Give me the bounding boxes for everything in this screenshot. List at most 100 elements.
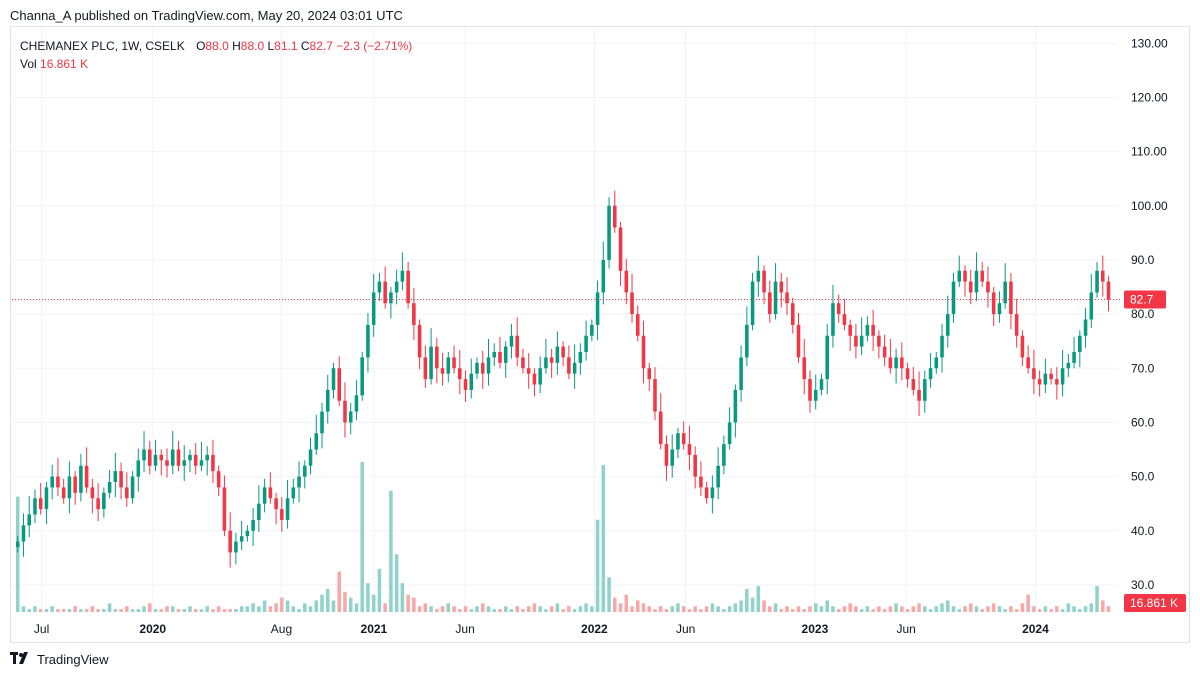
- volume-bar: [768, 606, 772, 612]
- volume-bar: [664, 609, 669, 612]
- volume-bar: [193, 609, 198, 612]
- volume-bar: [813, 603, 818, 612]
- volume-bar: [613, 597, 617, 612]
- grid-lines: [12, 27, 1118, 612]
- candle-body: [567, 357, 571, 374]
- volume-bar: [165, 606, 169, 612]
- candle-body: [544, 357, 548, 369]
- low-value: 81.1: [274, 39, 298, 53]
- y-tick-label: 40.0: [1131, 524, 1155, 538]
- volume-bar: [1014, 609, 1019, 612]
- candle-body: [73, 476, 77, 493]
- y-tick-label: 50.0: [1131, 470, 1155, 484]
- volume-bar: [790, 609, 795, 612]
- volume-bar: [561, 609, 565, 612]
- volume-bar: [56, 609, 60, 612]
- candle-body: [21, 525, 26, 542]
- volume-bar: [239, 606, 244, 612]
- candle-body: [848, 324, 852, 336]
- candle-body: [687, 444, 692, 455]
- x-tick-label: 2023: [802, 622, 829, 636]
- volume-bar: [245, 606, 250, 612]
- volume-bar: [871, 609, 875, 612]
- candle-body: [429, 346, 433, 380]
- chart-frame: [10, 26, 1190, 643]
- volume-bars: [15, 462, 1111, 612]
- y-tick-label: 100.00: [1131, 199, 1168, 213]
- volume-bar: [693, 606, 697, 612]
- volume-bar: [653, 609, 657, 612]
- volume-bar: [601, 464, 606, 612]
- candle-body: [285, 498, 290, 520]
- volume-bar: [394, 554, 399, 612]
- candle-body: [704, 487, 709, 499]
- candle-body: [819, 379, 824, 390]
- candle-body: [624, 270, 629, 293]
- volume-bar: [1026, 594, 1030, 612]
- candle-body: [113, 471, 118, 482]
- footer-brand[interactable]: TradingView: [10, 652, 109, 667]
- candle-body: [1014, 314, 1019, 336]
- candle-body: [50, 476, 54, 488]
- volume-bar: [572, 609, 577, 612]
- volume-bar: [228, 609, 232, 612]
- candle-body: [894, 357, 898, 369]
- volume-bar: [285, 600, 290, 612]
- volume-bar: [923, 606, 927, 612]
- volume-bar: [429, 606, 433, 612]
- candle-body: [1026, 357, 1030, 369]
- candle-body: [986, 281, 990, 293]
- volume-bar: [297, 609, 301, 612]
- volume-bar: [727, 606, 732, 612]
- volume-bar: [986, 606, 990, 612]
- volume-bar: [343, 591, 347, 612]
- volume-bar: [1043, 606, 1048, 612]
- price-axis[interactable]: 130.00 120.00 110.00 100.00 90.0 80.0 70.0 60.0…: [1131, 36, 1168, 592]
- volume-value: 16.861 K: [40, 57, 89, 71]
- volume-bar: [199, 609, 204, 612]
- volume-bar: [888, 606, 893, 612]
- candle-body: [945, 314, 950, 336]
- y-tick-label: 30.0: [1131, 578, 1155, 592]
- volume-bar: [125, 606, 129, 612]
- candle-body: [176, 449, 181, 466]
- volume-bar: [486, 606, 491, 612]
- candle-body: [239, 536, 244, 542]
- volume-bar: [1009, 606, 1013, 612]
- candle-body: [199, 460, 204, 466]
- candle-body: [331, 368, 336, 390]
- volume-bar: [1089, 603, 1094, 612]
- volume-bar: [107, 603, 112, 612]
- volume-bar: [618, 603, 623, 612]
- candle-body: [974, 270, 979, 293]
- volume-bar: [268, 606, 273, 612]
- last-price-badge: 82.7: [1124, 290, 1166, 309]
- volume-bar: [176, 609, 181, 612]
- volume-bar: [475, 606, 479, 612]
- symbol-label[interactable]: CHEMANEX PLC, 1W, CSELK: [20, 39, 185, 53]
- candle-body: [498, 352, 502, 363]
- candle-body: [831, 303, 835, 336]
- candle-body: [182, 460, 187, 466]
- volume-bar: [222, 609, 227, 612]
- chart-legend: CHEMANEX PLC, 1W, CSELK O88.0 H88.0 L81.…: [20, 37, 412, 73]
- volume-bar: [900, 606, 904, 612]
- volume-bar: [96, 609, 100, 612]
- candle-body: [440, 368, 445, 374]
- candle-body: [366, 324, 370, 358]
- volume-bar: [509, 609, 514, 612]
- volume-bar: [865, 606, 870, 612]
- volume-bar: [389, 490, 393, 612]
- volume-bar: [917, 603, 921, 612]
- volume-bar: [991, 603, 996, 612]
- time-axis[interactable]: Jul 2020 Aug 2021 Jun 2022 Jun 2023 Jun 2024: [34, 622, 1049, 636]
- volume-bar: [681, 606, 686, 612]
- x-tick-label: 2024: [1022, 622, 1049, 636]
- candle-body: [458, 368, 462, 380]
- close-label: C: [300, 39, 310, 53]
- volume-bar: [905, 609, 910, 612]
- volume-bar: [27, 609, 32, 612]
- candle-body: [136, 460, 141, 477]
- volume-bar: [974, 606, 979, 612]
